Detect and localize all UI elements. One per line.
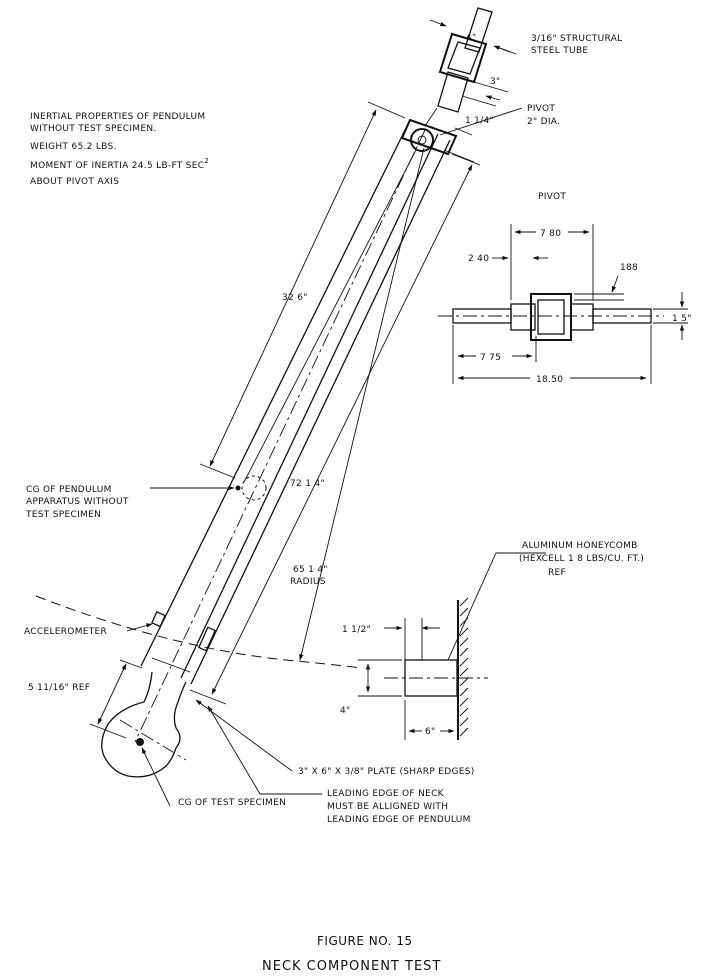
honeycomb-line1: ALUMINUM HONEYCOMB [522,541,638,551]
cg-pendulum-marker [150,475,267,501]
tube-label-line2: STEEL TUBE [531,46,588,56]
inertial-line1: INERTIAL PROPERTIES OF PENDULUM [30,112,205,122]
tube-dim-3-label: 3" [490,77,500,87]
accelerometer [126,611,216,652]
leading-edge-line2: MUST BE ALLIGNED WITH [327,802,448,812]
hc-6-label: 6" [425,727,435,737]
hc-112-label: 1 1/2" [342,625,371,635]
dim-radius-word: RADIUS [290,577,326,587]
honeycomb-line3: REF [548,568,566,578]
figure-number: FIGURE NO. 15 [317,934,413,948]
dim-radius-value: 65 1 4" [293,565,328,575]
cg-test-label: CG OF TEST SPECIMEN [178,798,286,808]
figure-title: NECK COMPONENT TEST [262,959,441,974]
structural-steel-tube [424,7,493,127]
pivot-label: PIVOT [527,104,555,114]
cg-pendulum-line2: APPARATUS WITHOUT [26,497,129,507]
pivot-bearing [410,128,434,152]
moment-label: MOMENT OF INERTIA 24.5 LB-FT SEC2 [30,157,209,171]
pd-775-label: 7 75 [480,353,501,363]
leading-edge-line3: LEADING EDGE OF PENDULUM [327,815,471,825]
leading-edge-line1: LEADING EDGE OF NECK [327,789,445,799]
tube-dim-4-label: 4" [466,33,476,43]
pd-1850-label: 18.50 [536,375,563,385]
tube-label-line1: 3/16" STRUCTURAL [531,34,623,44]
dim-32-6-label: 32 6" [282,293,308,303]
dim-radius: 65 1 4" RADIUS [243,147,425,661]
dim-72-1-4: 72 1 4" [189,153,481,705]
pivot-dim: 1 1/4" [439,107,523,163]
pivot-detail-dims: 7 80 2 40 188 1 5" 7 75 18.50 [452,224,692,385]
honeycomb-line2: (HEXCELL 1 8 LBS/CU. FT.) [519,554,644,564]
cg-pendulum-line3: TEST SPECIMEN [25,510,101,520]
weight-label: WEIGHT 65.2 LBS. [30,142,117,152]
pd-188-label: 188 [620,263,638,273]
swing-arc [35,595,363,669]
honeycomb-drawing [384,552,546,740]
test-specimen [101,671,187,778]
dim-5-11-16 [89,659,143,739]
hc-4-label: 4" [340,706,350,716]
pivot-dia-label: 2" DIA. [527,117,560,127]
accelerometer-label: ACCELEROMETER [24,627,107,637]
pd-240-label: 2 40 [468,254,489,264]
cg-pendulum-line1: CG OF PENDULUM [26,485,112,495]
pd-15-label: 1 5" [672,314,692,324]
tube-dim-4: 4" [429,19,517,55]
pd-780-label: 7 80 [540,229,561,239]
pivot-detail-title: PIVOT [538,192,566,202]
ref-5-11-16-label: 5 11/16" REF [28,683,90,693]
moment-label-line2: ABOUT PIVOT AXIS [30,177,119,187]
inertial-line2: WITHOUT TEST SPECIMEN. [30,124,157,134]
cg-test-leader [141,747,171,807]
pivot-detail-drawing [438,293,664,341]
dim-72-1-4-label: 72 1 4" [290,479,325,489]
honeycomb-dims: 1 1/2" 4" 6" [340,618,455,740]
plate-label: 3" X 6" X 3/8" PLATE (SHARP EDGES) [298,767,475,777]
pivot-dim-114-label: 1 1/4" [465,116,494,126]
leading-edge-leader [207,705,261,795]
tube-dim-3: 3" [461,77,509,107]
